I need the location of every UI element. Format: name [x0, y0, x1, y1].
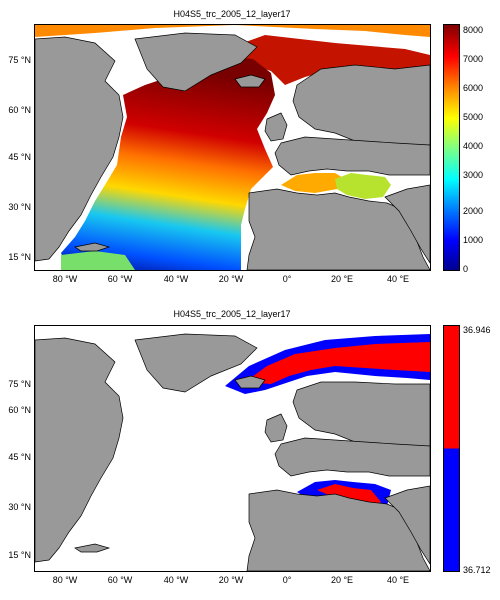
x-tick-60w: 60 °W	[107, 575, 133, 585]
x-tick-20e: 20 °E	[330, 575, 354, 585]
scandinavia	[292, 381, 430, 447]
east-mediterranean-field	[335, 173, 391, 199]
arabia	[384, 485, 430, 565]
arabia	[384, 184, 430, 264]
greenland	[134, 333, 258, 393]
iceland	[234, 375, 266, 389]
x-tick-40w: 40 °W	[163, 575, 189, 585]
norwegian-sea-field	[215, 35, 430, 85]
x-tick-20w: 20 °W	[218, 274, 244, 284]
panel-top: H04S5_trc_2005_12_layer17	[8, 9, 484, 284]
y-tick-15n: 15 °N	[8, 252, 31, 262]
colorbar-tick: 8000	[463, 25, 484, 35]
british-isles	[264, 413, 288, 443]
colorbar-tick: 7000	[463, 54, 484, 64]
north-america	[35, 337, 124, 563]
map-plot	[34, 325, 431, 572]
europe	[274, 136, 430, 176]
y-tick-60n: 60 °N	[8, 405, 31, 415]
y-tick-30n: 30 °N	[8, 502, 31, 512]
colorbar-tick: 0	[463, 264, 469, 274]
colorbar-tick: 5000	[463, 112, 484, 122]
x-tick-80w: 80 °W	[52, 274, 78, 284]
y-tick-60n: 60 °N	[8, 105, 31, 115]
x-tick-20e: 20 °E	[330, 274, 354, 284]
x-tick-0: 0°	[282, 575, 292, 585]
y-tick-45n: 45 °N	[8, 152, 31, 162]
x-tick-60w: 60 °W	[107, 274, 133, 284]
north-america	[35, 36, 124, 262]
europe	[274, 437, 430, 477]
cuba	[74, 543, 111, 553]
north-atlantic-field	[61, 57, 275, 270]
landmasses	[35, 333, 430, 571]
map-canvas	[35, 333, 430, 571]
y-tick-15n: 15 °N	[8, 550, 31, 560]
panel-bottom: H04S5_trc_2005_12_layer17 75 °N	[0, 300, 500, 600]
map-plot	[34, 24, 431, 271]
x-tick-0: 0°	[282, 274, 292, 284]
arctic-ocean-field	[35, 25, 430, 37]
x-tick-40w: 40 °W	[163, 274, 189, 284]
y-tick-75n: 75 °N	[8, 379, 31, 389]
landmasses	[35, 32, 430, 270]
british-isles	[264, 112, 288, 142]
cuba	[74, 242, 111, 252]
y-tick-45n: 45 °N	[8, 452, 31, 462]
mediterranean-field	[281, 173, 345, 193]
y-tick-30n: 30 °N	[8, 202, 31, 212]
colorbar-tick: 2000	[463, 206, 484, 216]
colorbar-tick-max: 36.946	[463, 325, 491, 335]
colorbar-tick: 4000	[463, 141, 484, 151]
iceland	[234, 74, 266, 88]
colorbar	[443, 325, 460, 572]
map-canvas	[35, 25, 430, 270]
greenland	[134, 32, 258, 92]
map-title: H04S5_trc_2005_12_layer17	[173, 309, 291, 319]
colorbar-tick: 3000	[463, 170, 484, 180]
x-tick-20w: 20 °W	[218, 575, 244, 585]
map-title: H04S5_trc_2005_12_layer17	[173, 9, 291, 19]
colorbar	[443, 24, 460, 271]
x-tick-40e: 40 °E	[386, 575, 410, 585]
arctic-red-band	[245, 342, 430, 384]
x-tick-40e: 40 °E	[386, 274, 410, 284]
colorbar-tick: 1000	[463, 235, 484, 245]
x-tick-80w: 80 °W	[52, 575, 78, 585]
colorbar-tick-min: 36.712	[463, 565, 491, 575]
y-tick-75n: 75 °N	[8, 55, 31, 65]
scandinavia	[292, 64, 430, 146]
caribbean-field	[61, 251, 135, 270]
colorbar-tick: 6000	[463, 83, 484, 93]
